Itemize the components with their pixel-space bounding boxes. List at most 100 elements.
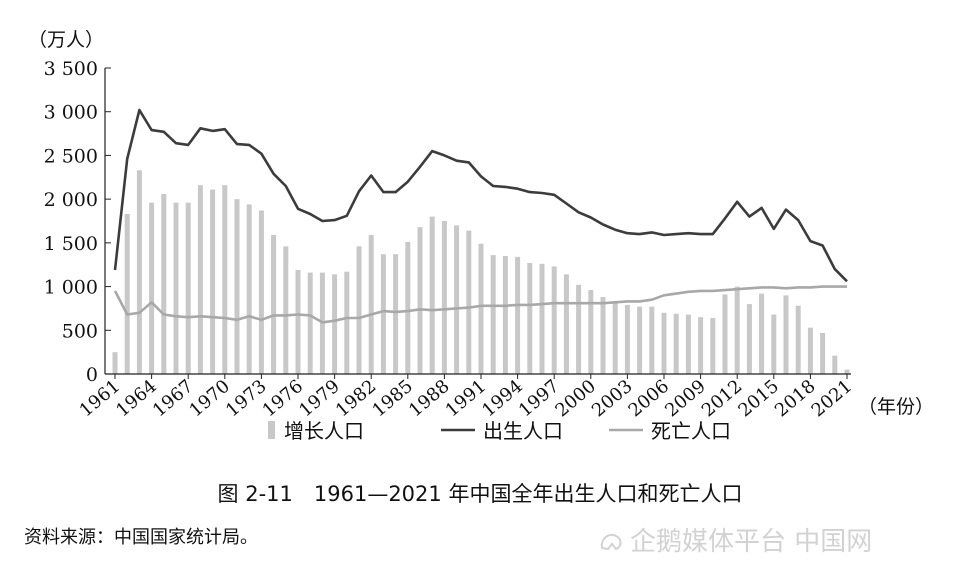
bar [149, 202, 155, 374]
x-tick-label: 1961 [76, 376, 125, 422]
bar [710, 318, 716, 374]
bar [161, 193, 167, 374]
bar [612, 301, 618, 374]
y-tick-label: 2 000 [44, 189, 98, 211]
y-axis: 0 500 1 000 1 500 2 000 2 500 3 000 3 500 [44, 58, 111, 386]
bar [258, 210, 264, 374]
bar [466, 230, 472, 374]
y-tick-label: 0 [86, 364, 98, 386]
bar [307, 272, 313, 374]
bar [563, 274, 569, 374]
bar [832, 355, 838, 374]
legend-label: 出生人口 [483, 419, 563, 443]
y-tick-label: 500 [62, 320, 98, 342]
watermark: 企鹅媒体平台 中国网 [598, 521, 872, 558]
legend-swatch [268, 421, 275, 439]
bar [600, 297, 606, 374]
figure-caption: 图 2-11 1961—2021 年中国全年出生人口和死亡人口 [217, 482, 743, 506]
bar [124, 214, 130, 374]
x-tick-label: 1976 [259, 376, 308, 422]
bar [783, 295, 789, 374]
bar [478, 243, 484, 374]
bar [576, 284, 582, 374]
x-tick-label: 1979 [295, 376, 344, 422]
x-tick-label: 2021 [808, 376, 857, 422]
bar [746, 304, 752, 374]
bar [393, 254, 399, 374]
bar [722, 294, 728, 374]
x-axis: 1961196419671970197319761979198219851988… [76, 373, 857, 422]
bar [234, 199, 240, 374]
bar [685, 314, 691, 374]
bar [649, 306, 655, 374]
y-tick-label: 3 500 [44, 58, 98, 80]
bar [588, 290, 594, 374]
bar [624, 304, 630, 374]
bar [356, 246, 362, 374]
bar [759, 293, 765, 374]
x-tick-label: 1973 [222, 376, 271, 422]
bar [844, 369, 850, 374]
x-tick-label: 1997 [515, 376, 564, 422]
y-tick-label: 1 500 [44, 233, 98, 255]
x-tick-label: 1994 [478, 376, 527, 422]
bar [771, 314, 777, 374]
penguin-logo-icon [600, 534, 622, 551]
bar [515, 256, 521, 374]
series-line [113, 108, 848, 283]
bar [661, 312, 667, 374]
bar [734, 286, 740, 374]
series-line [113, 285, 847, 324]
bar [332, 274, 338, 374]
legend: 增长人口 出生人口 死亡人口 [268, 419, 731, 443]
bar [698, 317, 704, 374]
lines [113, 108, 848, 324]
x-tick-label: 1967 [149, 376, 198, 422]
x-axis-suffix: （年份） [858, 396, 934, 418]
bar [429, 216, 435, 374]
bar [246, 204, 252, 374]
bar [380, 254, 386, 374]
bar [673, 313, 679, 374]
bar [527, 262, 533, 374]
bar [197, 185, 203, 374]
x-tick-label: 2000 [551, 376, 600, 422]
bars [112, 170, 850, 374]
bar [405, 241, 411, 374]
x-tick-label: 1982 [332, 376, 381, 422]
x-tick-label: 1991 [442, 376, 491, 422]
bar [210, 189, 216, 374]
x-tick-label: 2012 [698, 376, 747, 422]
bar [807, 327, 813, 374]
bar [539, 263, 545, 374]
y-tick-label: 1 000 [44, 277, 98, 299]
x-tick-label: 2003 [588, 376, 637, 422]
x-tick-label: 1970 [185, 376, 234, 422]
bar [551, 266, 557, 374]
y-axis-unit: （万人） [28, 29, 104, 51]
bar [441, 221, 447, 374]
bar [283, 246, 289, 374]
y-tick-label: 2 500 [44, 145, 98, 167]
y-tick-label: 3 000 [44, 102, 98, 124]
watermark-text: 企鹅媒体平台 中国网 [630, 527, 873, 557]
bar [222, 185, 228, 374]
bar [417, 227, 423, 374]
x-tick-label: 1985 [368, 376, 417, 422]
bar [637, 306, 643, 374]
x-tick-label: 1988 [405, 376, 454, 422]
bar [820, 332, 826, 374]
bar [368, 234, 374, 374]
bar [173, 202, 179, 374]
x-tick-label: 2015 [734, 376, 783, 422]
bar [502, 255, 508, 374]
source-note: 资料来源：中国国家统计局。 [24, 527, 258, 548]
legend-label: 死亡人口 [651, 419, 731, 443]
bar [271, 234, 277, 374]
x-tick-label: 1964 [112, 376, 161, 422]
bar [454, 225, 460, 374]
x-tick-label: 2009 [661, 376, 710, 422]
bar [795, 305, 801, 374]
legend-label: 增长人口 [284, 419, 364, 443]
